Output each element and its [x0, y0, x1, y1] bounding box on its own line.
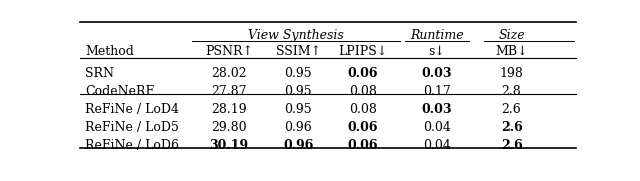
Text: SSIM↑: SSIM↑	[276, 45, 321, 58]
Text: Size: Size	[498, 29, 525, 42]
Text: 0.08: 0.08	[349, 103, 377, 116]
Text: 30.19: 30.19	[209, 139, 248, 152]
Text: 2.8: 2.8	[502, 85, 522, 98]
Text: Runtime: Runtime	[410, 29, 464, 42]
Text: SRN: SRN	[85, 67, 114, 80]
Text: 27.87: 27.87	[211, 85, 246, 98]
Text: 2.6: 2.6	[500, 121, 522, 134]
Text: 198: 198	[500, 67, 524, 80]
Text: 2.6: 2.6	[502, 103, 522, 116]
Text: 28.02: 28.02	[211, 67, 246, 80]
Text: s↓: s↓	[429, 45, 445, 58]
Text: PSNR↑: PSNR↑	[205, 45, 253, 58]
Text: 0.06: 0.06	[348, 121, 378, 134]
Text: ReFiNe / LoD5: ReFiNe / LoD5	[85, 121, 179, 134]
Text: 0.04: 0.04	[423, 139, 451, 152]
Text: Method: Method	[85, 45, 134, 58]
Text: 0.96: 0.96	[284, 121, 312, 134]
Text: 0.96: 0.96	[283, 139, 314, 152]
Text: View Synthesis: View Synthesis	[248, 29, 344, 42]
Text: 2.6: 2.6	[500, 139, 522, 152]
Text: LPIPS↓: LPIPS↓	[338, 45, 387, 58]
Text: 0.06: 0.06	[348, 67, 378, 80]
Text: 29.80: 29.80	[211, 121, 246, 134]
Text: MB↓: MB↓	[495, 45, 528, 58]
Text: CodeNeRF: CodeNeRF	[85, 85, 154, 98]
Text: 0.04: 0.04	[423, 121, 451, 134]
Text: ReFiNe / LoD4: ReFiNe / LoD4	[85, 103, 179, 116]
Text: 28.19: 28.19	[211, 103, 246, 116]
Text: 0.17: 0.17	[423, 85, 451, 98]
Text: 0.08: 0.08	[349, 85, 377, 98]
Text: 0.03: 0.03	[422, 67, 452, 80]
Text: 0.95: 0.95	[284, 103, 312, 116]
Text: 0.95: 0.95	[284, 67, 312, 80]
Text: 0.95: 0.95	[284, 85, 312, 98]
Text: 0.06: 0.06	[348, 139, 378, 152]
Text: ReFiNe / LoD6: ReFiNe / LoD6	[85, 139, 179, 152]
Text: 0.03: 0.03	[422, 103, 452, 116]
